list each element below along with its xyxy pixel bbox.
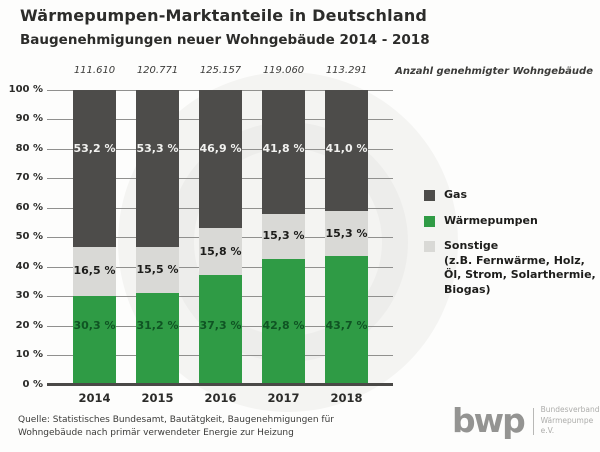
bwp-logo-wordmark: bwp (452, 401, 526, 440)
legend-label-gas: Gas (444, 188, 467, 201)
bar-label-sonstige: 16,5 % (73, 264, 116, 278)
legend-note-line-3: Biogas) (444, 282, 491, 296)
bar-segment-sonstige (262, 213, 305, 259)
legend-label-sonstige: Sonstige (z.B. Fernwärme, Holz, Öl, Stro… (444, 239, 596, 297)
x-tick-label: 2018 (330, 391, 363, 405)
bar-segment-sonstige (325, 210, 368, 257)
bar-label-gas: 53,2 % (73, 142, 116, 155)
y-tick-label: 70 % (15, 172, 43, 183)
bar-segment-gas (325, 90, 368, 211)
bar-segment-wärmepumpen (262, 258, 305, 385)
bar-label-wärmepumpen: 31,2 % (136, 319, 179, 332)
logo-org-line-2: Wärmepumpe e.V. (540, 415, 594, 436)
legend-item-gas: Gas (424, 188, 596, 203)
bar-segment-wärmepumpen (73, 295, 116, 385)
x-tick-label: 2016 (204, 391, 237, 405)
source-note: Quelle: Statistisches Bundesamt, Bautätg… (18, 414, 334, 439)
source-line-1: Quelle: Statistisches Bundesamt, Bautätg… (18, 415, 334, 425)
y-tick-label: 100 % (8, 83, 43, 95)
bar-label-gas: 41,8 % (262, 142, 305, 155)
sonstige-swatch-icon (424, 241, 435, 252)
bar-segment-sonstige (73, 246, 116, 296)
logo-divider (532, 407, 534, 435)
y-tick-label: 0 % (22, 378, 43, 390)
bar-segment-wärmepumpen (325, 256, 368, 385)
bar-label-wärmepumpen: 43,7 % (325, 319, 368, 332)
logo-org-name: Bundesverband Wärmepumpe e.V. (541, 405, 600, 437)
x-tick-label: 2015 (141, 391, 174, 405)
bar-label-gas: 53,3 % (136, 142, 179, 155)
bwp-logo: bwp Bundesverband Wärmepumpe e.V. (452, 403, 600, 439)
bar-label-gas: 41,0 % (325, 142, 368, 155)
bar-label-sonstige: 15,8 % (199, 244, 242, 258)
bar-segment-gas (73, 90, 116, 247)
legend-note-line-2: Öl, Strom, Solarthermie, (444, 268, 596, 281)
chart-subtitle: Baugenehmigungen neuer Wohngebäude 2014 … (20, 32, 430, 48)
x-axis-baseline (47, 383, 393, 386)
legend-label-sonstige-title: Sonstige (444, 239, 499, 252)
gas-swatch-icon (424, 190, 435, 201)
legend-note-line-1: (z.B. Fernwärme, Holz, (444, 253, 585, 267)
chart-header: Wärmepumpen-Marktanteile in Deutschland … (20, 6, 430, 48)
y-tick-label: 40 % (15, 260, 43, 272)
total-value: 125.157 (199, 65, 242, 76)
bar-label-gas: 46,9 % (199, 142, 242, 155)
waermepumpen-swatch-icon (424, 215, 435, 227)
bar-label-sonstige: 15,3 % (325, 226, 368, 240)
total-value: 120.771 (136, 65, 179, 76)
bar-label-sonstige: 15,5 % (136, 263, 179, 277)
y-tick-label: 80 % (15, 142, 43, 154)
bar-segment-wärmepumpen (199, 274, 242, 385)
bar-segment-gas (136, 90, 179, 248)
bar-segment-sonstige (136, 247, 179, 293)
legend-label-waermepumpen: Wärmepumpen (444, 213, 538, 227)
y-tick-label: 60 % (15, 201, 43, 213)
totals-axis-label: Anzahl genehmigter Wohngebäude (395, 66, 593, 77)
legend-item-sonstige: Sonstige (z.B. Fernwärme, Holz, Öl, Stro… (424, 239, 596, 297)
y-tick-label: 50 % (15, 231, 43, 242)
chart-title: Wärmepumpen-Marktanteile in Deutschland (20, 6, 428, 25)
total-value: 113.291 (325, 65, 368, 76)
source-line-2: Wohngebäude nach primär verwendeter Ener… (18, 427, 294, 438)
total-value: 111.610 (73, 65, 116, 76)
x-tick-label: 2014 (78, 391, 111, 405)
legend: Gas Wärmepumpen Sonstige (z.B. Fernwärme… (424, 188, 596, 308)
bar-segment-gas (262, 90, 305, 214)
bar-segment-sonstige (199, 228, 242, 275)
x-axis: 2014 2015 2016 2017 2018 (47, 391, 393, 407)
y-tick-label: 90 % (15, 113, 43, 124)
bar-label-wärmepumpen: 42,8 % (262, 319, 305, 332)
total-value: 119.060 (262, 65, 305, 76)
totals-row: 111.610 120.771 125.157 119.060 113.291 (47, 65, 393, 79)
y-tick-label: 10 % (15, 349, 43, 360)
y-tick-label: 20 % (15, 319, 43, 331)
logo-org-line-1: Bundesverband (540, 405, 600, 415)
plot-area: 30,3 % 16,5 % 53,2 % 31,2 % 15,5 % 53,3 % 37,3… (47, 89, 393, 386)
y-axis: 100 % 90 % 80 % 70 % 60 % 50 % 40 % 30 % 20 % 10 … (0, 84, 43, 390)
x-tick-label: 2017 (267, 391, 300, 405)
bar-label-sonstige: 15,3 % (262, 229, 305, 243)
bar-label-wärmepumpen: 30,3 % (73, 319, 116, 332)
bar-segment-gas (199, 90, 242, 229)
legend-item-waermepumpen: Wärmepumpen (424, 214, 596, 229)
bar-label-wärmepumpen: 37,3 % (199, 319, 242, 332)
y-tick-label: 30 % (15, 290, 43, 301)
bar-segment-wärmepumpen (136, 292, 179, 385)
